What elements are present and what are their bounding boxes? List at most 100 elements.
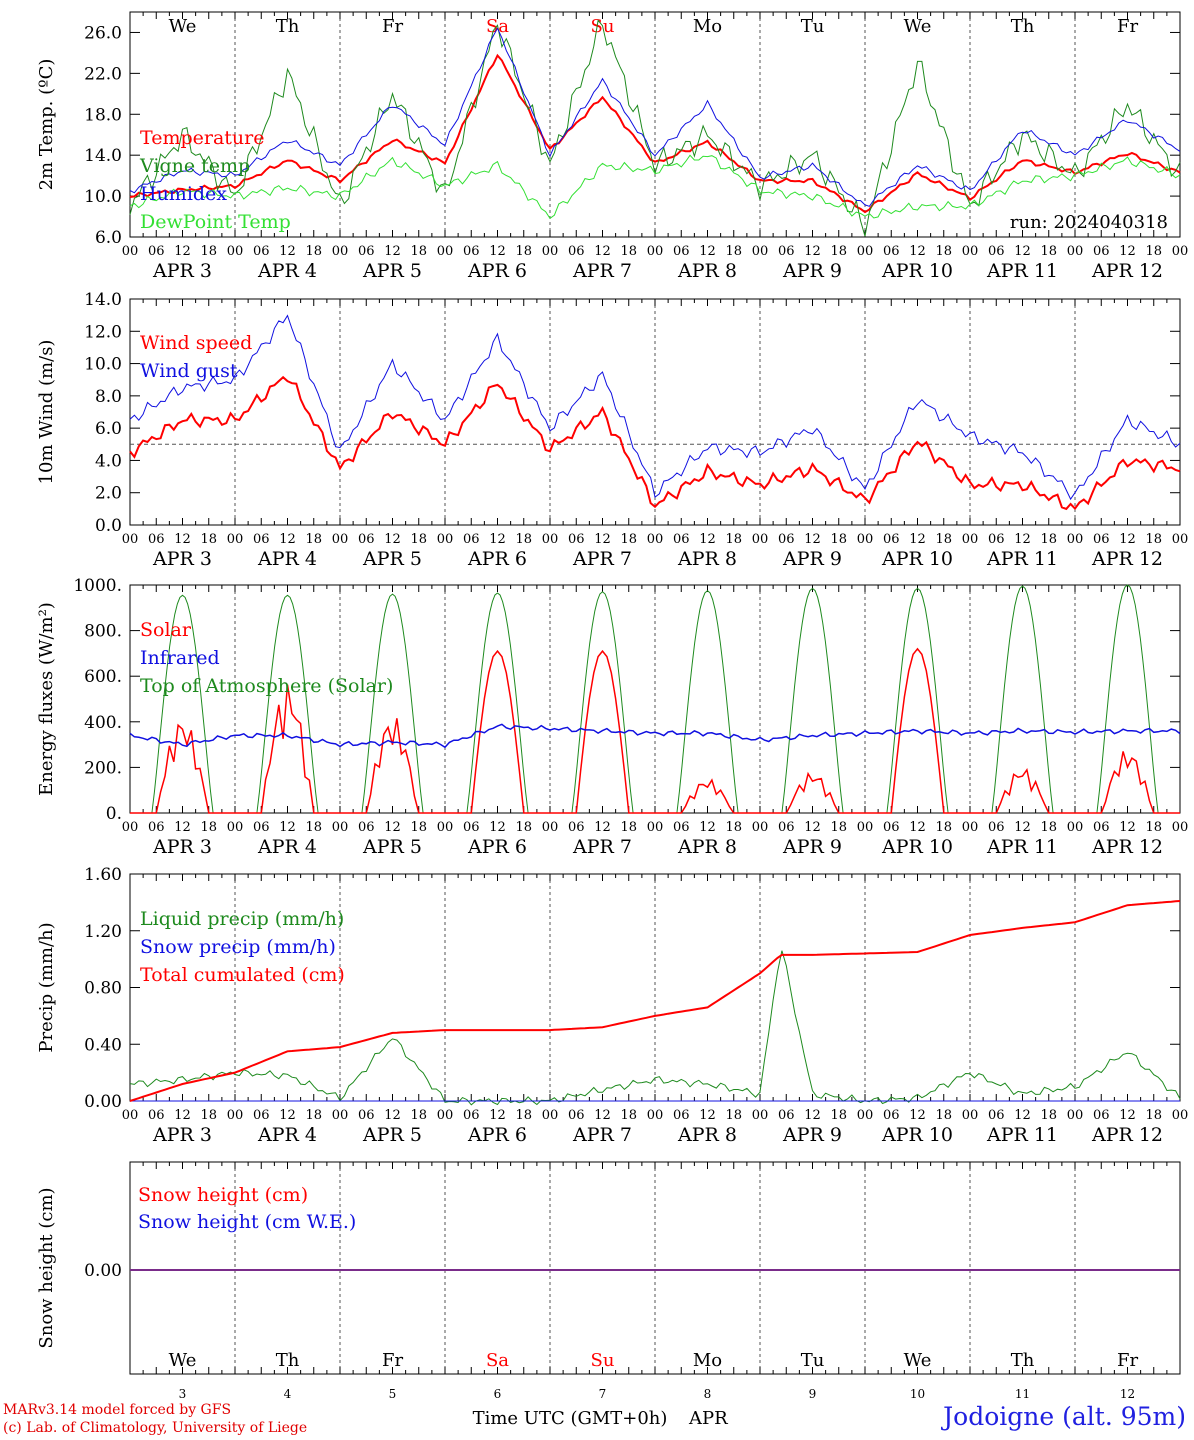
wind-hour-tick-label: 12: [279, 532, 296, 547]
temp-hour-tick-label: 12: [489, 244, 506, 259]
energy-hour-tick-label: 00: [857, 820, 874, 835]
wind-hour-tick-label: 18: [305, 532, 322, 547]
temp-plot-frame: [129, 11, 1181, 238]
panel-snow: 0.00 Snow height (cm) Snow height (cm) Snow…: [36, 1161, 1181, 1401]
energy-toa-arch: [886, 587, 949, 814]
precip-series-green: [129, 950, 1181, 1106]
energy-toa-arch: [361, 593, 424, 814]
precip-hour-tick-label: 06: [673, 1108, 690, 1123]
snow-legend-blue: Snow height (cm W.E.): [138, 1211, 356, 1233]
wind-hour-tick-label: 18: [515, 532, 532, 547]
energy-hour-tick-label: 12: [804, 820, 821, 835]
precip-hour-tick-label: 06: [253, 1108, 270, 1123]
precip-hour-tick-label: 00: [227, 1108, 244, 1123]
precip-hour-tick-label: 18: [410, 1108, 427, 1123]
energy-hour-tick-label: 06: [253, 820, 270, 835]
energy-date-label: APR 8: [677, 836, 737, 858]
precip-hour-tick-label: 00: [752, 1108, 769, 1123]
snow-weekday-label: We: [169, 1350, 197, 1371]
wind-hour-tick-label: 12: [384, 532, 401, 547]
temp-hour-tick-label: 12: [804, 244, 821, 259]
energy-series-infrared: [129, 723, 1181, 749]
temp-weekday-label: Th: [276, 16, 300, 37]
wind-hour-tick-label: 18: [410, 532, 427, 547]
snow-weekday-label: Fr: [382, 1350, 403, 1371]
footer-day-number: 9: [809, 1387, 817, 1401]
footer-day-number: 4: [284, 1387, 292, 1401]
precip-hour-tick-label: 00: [1067, 1108, 1084, 1123]
wind-y-tick-label: 2.0: [95, 484, 122, 504]
temp-hour-tick-label: 18: [1145, 244, 1162, 259]
wind-hour-tick-label: 12: [1119, 532, 1136, 547]
temp-hour-tick-label: 12: [279, 244, 296, 259]
wind-hour-tick-label: 06: [253, 532, 270, 547]
temp-hour-tick-label: 06: [1093, 244, 1110, 259]
wind-date-label: APR 5: [362, 548, 422, 570]
temp-hour-tick-label: 06: [883, 244, 900, 259]
energy-hour-tick-label: 00: [332, 820, 349, 835]
wind-hour-tick-label: 00: [1172, 532, 1189, 547]
temp-date-label: APR 7: [572, 260, 632, 282]
temp-weekday-label: Fr: [382, 16, 403, 37]
wind-date-label: APR 10: [881, 548, 953, 570]
precip-hour-tick-label: 18: [515, 1108, 532, 1123]
wind-y-tick-label: 8.0: [95, 387, 122, 407]
precip-hour-tick-label: 06: [463, 1108, 480, 1123]
wind-hour-tick-label: 06: [883, 532, 900, 547]
temp-hour-tick-label: 18: [725, 244, 742, 259]
energy-toa-arch: [571, 591, 634, 814]
temp-series-red: [129, 53, 1181, 214]
energy-toa-arch: [676, 590, 739, 814]
energy-hour-tick-label: 12: [489, 820, 506, 835]
temp-hour-tick-label: 18: [200, 244, 217, 259]
precip-series-red: [129, 900, 1181, 1102]
energy-series-solar: [130, 647, 1180, 814]
temp-hour-tick-label: 18: [410, 244, 427, 259]
temp-hour-tick-label: 12: [909, 244, 926, 259]
wind-y-tick-label: 6.0: [95, 419, 122, 439]
precip-hour-tick-label: 12: [279, 1108, 296, 1123]
footer-day-number: 10: [910, 1387, 925, 1401]
energy-hour-tick-label: 18: [830, 820, 847, 835]
footer-day-number: 5: [389, 1387, 397, 1401]
wind-hour-tick-label: 00: [647, 532, 664, 547]
wind-hour-tick-label: 12: [489, 532, 506, 547]
precip-hour-tick-label: 18: [830, 1108, 847, 1123]
station-title: Jodoigne (alt. 95m): [943, 1402, 1186, 1431]
precip-date-label: APR 7: [572, 1124, 632, 1146]
energy-hour-tick-label: 06: [358, 820, 375, 835]
wind-legend-blue: Wind gust: [140, 360, 238, 382]
snow-weekday-label: Th: [1011, 1350, 1035, 1371]
snow-weekday-label: Sa: [486, 1350, 509, 1371]
month-axis-label: APR: [688, 1408, 728, 1429]
energy-hour-tick-label: 12: [594, 820, 611, 835]
temp-hour-tick-label: 12: [1119, 244, 1136, 259]
temp-y-tick-label: 14.0: [84, 146, 122, 166]
energy-hour-tick-label: 06: [673, 820, 690, 835]
wind-y-tick-label: 4.0: [95, 451, 122, 471]
wind-hour-tick-label: 18: [830, 532, 847, 547]
precip-hour-tick-label: 12: [489, 1108, 506, 1123]
wind-hour-tick-label: 00: [332, 532, 349, 547]
precip-hour-tick-label: 12: [699, 1108, 716, 1123]
wind-hour-tick-label: 18: [725, 532, 742, 547]
temp-hour-tick-label: 00: [1172, 244, 1189, 259]
precip-hour-tick-label: 12: [1119, 1108, 1136, 1123]
precip-hour-tick-label: 06: [883, 1108, 900, 1123]
precip-hour-tick-label: 06: [1093, 1108, 1110, 1123]
temp-date-label: APR 8: [677, 260, 737, 282]
temp-hour-tick-label: 12: [1014, 244, 1031, 259]
temp-hour-tick-label: 06: [358, 244, 375, 259]
temp-hour-tick-label: 06: [988, 244, 1005, 259]
temp-legend-red: Temperature: [140, 127, 264, 149]
wind-hour-tick-label: 06: [988, 532, 1005, 547]
model-credit: MARv3.14 model forced by GFS: [3, 1402, 232, 1418]
precip-date-label: APR 11: [986, 1124, 1058, 1146]
wind-y-tick-label: 12.0: [84, 322, 122, 342]
wind-y-axis-title: 10m Wind (m/s): [36, 340, 57, 485]
snow-y-tick-label: 0.00: [84, 1261, 122, 1281]
precip-hour-tick-label: 12: [909, 1108, 926, 1123]
